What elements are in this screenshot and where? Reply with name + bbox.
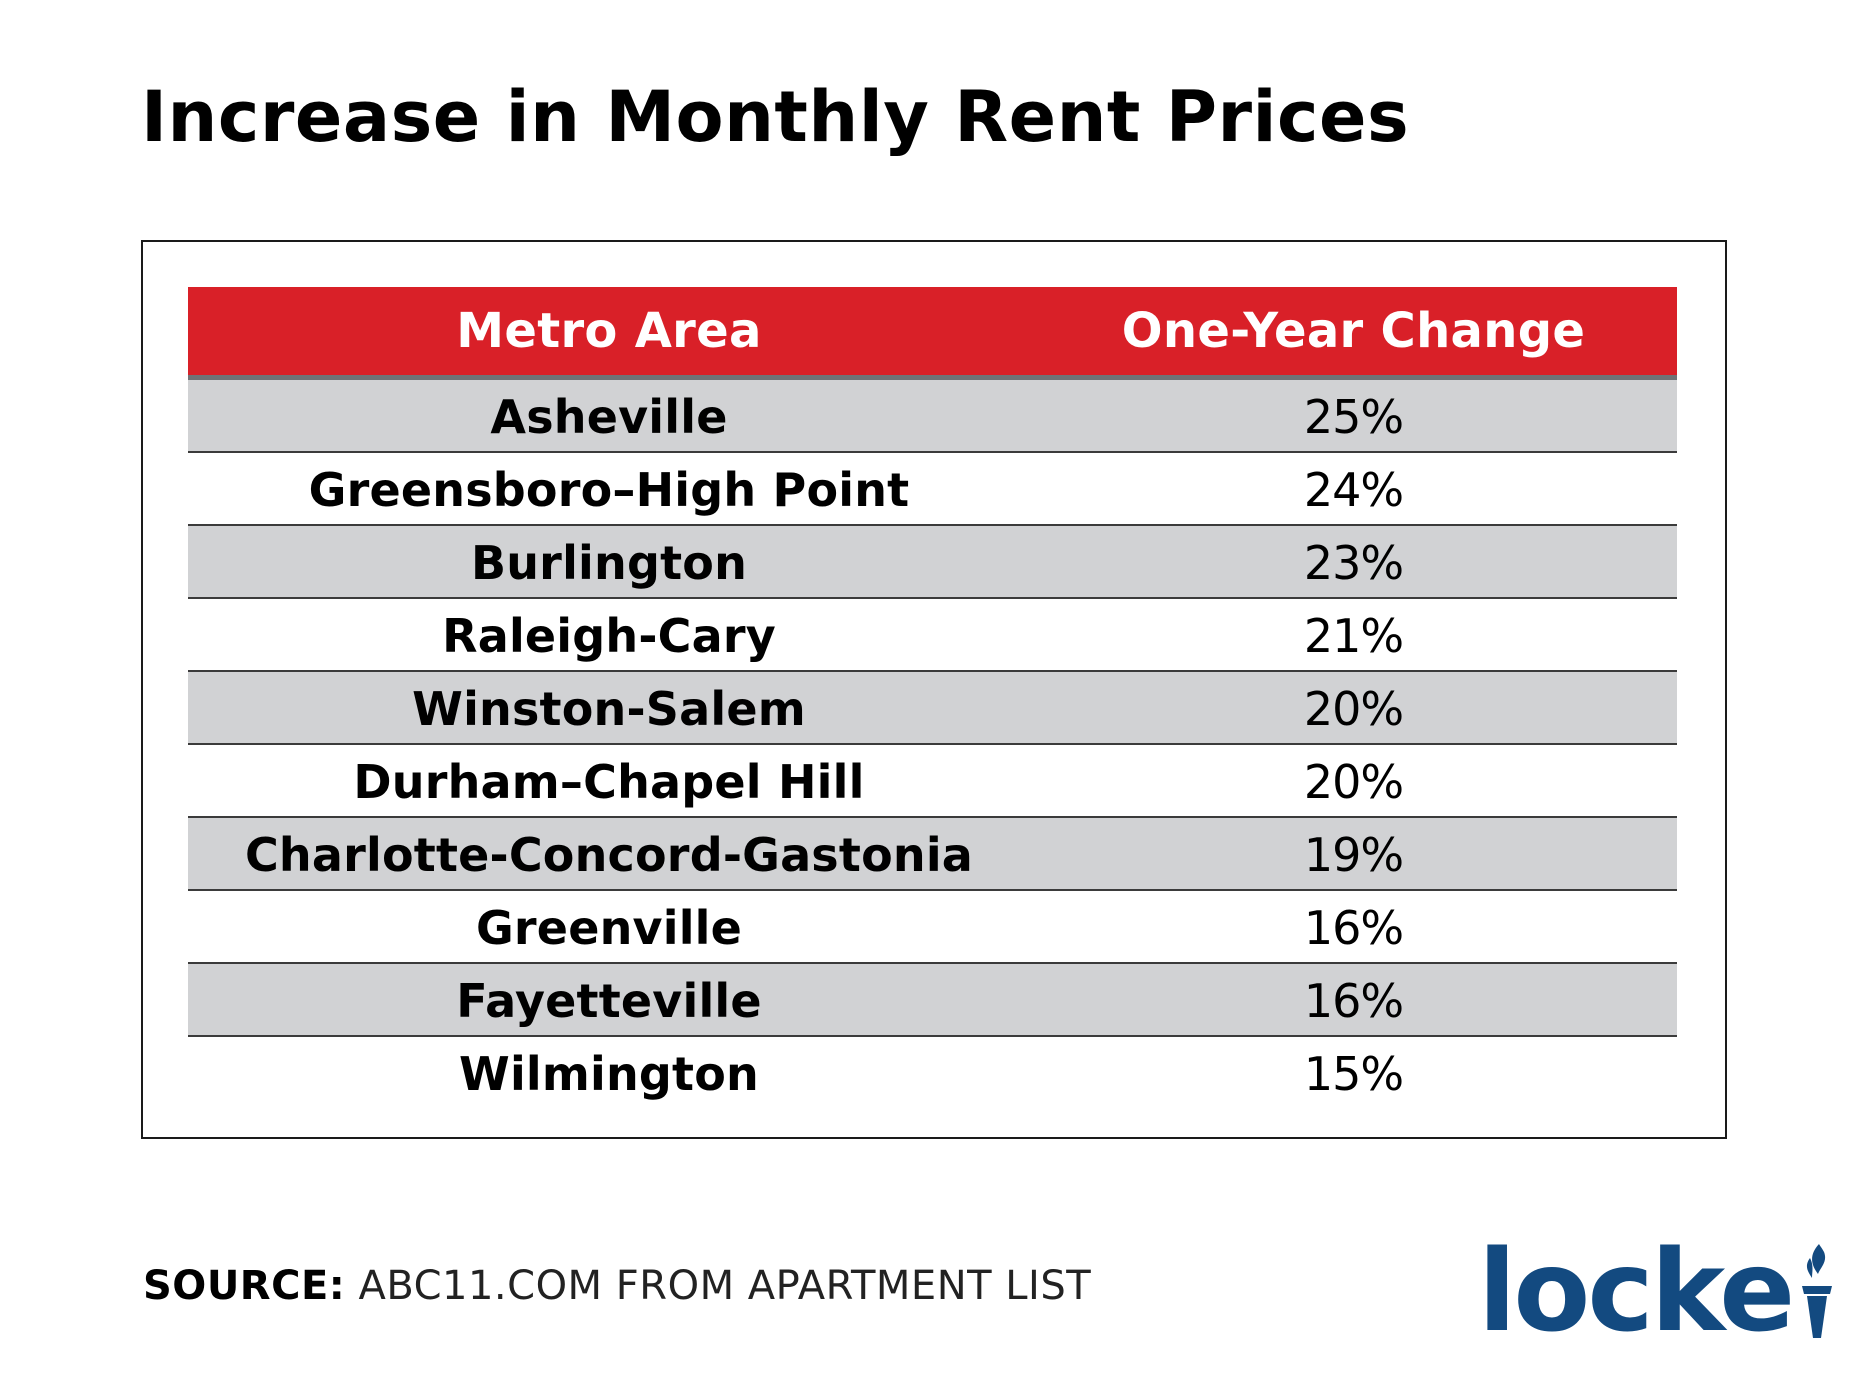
metro-area-cell: Charlotte-Concord-Gastonia bbox=[244, 827, 974, 882]
table-row: Burlington 23% bbox=[188, 526, 1677, 599]
logo-wordmark: locke bbox=[1478, 1227, 1795, 1357]
table-row: Asheville 25% bbox=[188, 380, 1677, 453]
table-row: Charlotte-Concord-Gastonia 19% bbox=[188, 818, 1677, 891]
metro-area-cell: Burlington bbox=[470, 535, 748, 590]
source-text: ABC11.COM FROM APARTMENT LIST bbox=[358, 1263, 1092, 1309]
one-year-change-cell: 23% bbox=[1303, 535, 1404, 590]
table-body: Asheville 25% Greensboro–High Point 24% Burl… bbox=[188, 380, 1677, 1108]
metro-area-cell: Greensboro–High Point bbox=[308, 462, 910, 517]
one-year-change-cell: 20% bbox=[1303, 681, 1404, 736]
one-year-change-cell: 24% bbox=[1303, 462, 1404, 517]
table-row: Durham–Chapel Hill 20% bbox=[188, 745, 1677, 818]
table-row: Winston-Salem 20% bbox=[188, 672, 1677, 745]
one-year-change-cell: 25% bbox=[1303, 389, 1404, 444]
table-row: Greenville 16% bbox=[188, 891, 1677, 964]
one-year-change-cell: 15% bbox=[1303, 1046, 1404, 1101]
source-note: SOURCE: ABC11.COM FROM APARTMENT LIST bbox=[143, 1266, 1091, 1306]
torch-icon bbox=[1802, 1244, 1833, 1338]
table-frame bbox=[141, 240, 1727, 1139]
locke-logo: locke bbox=[1478, 1236, 1834, 1348]
table-header: Metro Area One-Year Change bbox=[188, 287, 1677, 380]
one-year-change-cell: 16% bbox=[1303, 973, 1404, 1028]
column-header-metro: Metro Area bbox=[456, 303, 762, 359]
metro-area-cell: Durham–Chapel Hill bbox=[353, 754, 865, 809]
page-title: Increase in Monthly Rent Prices bbox=[141, 76, 1410, 158]
one-year-change-cell: 21% bbox=[1303, 608, 1404, 663]
metro-area-cell: Wilmington bbox=[459, 1046, 759, 1101]
table-row: Wilmington 15% bbox=[188, 1037, 1677, 1108]
metro-area-cell: Fayetteville bbox=[456, 973, 762, 1028]
metro-area-cell: Greenville bbox=[475, 900, 743, 955]
metro-area-cell: Asheville bbox=[490, 389, 728, 444]
one-year-change-cell: 16% bbox=[1303, 900, 1404, 955]
metro-area-cell: Winston-Salem bbox=[412, 681, 806, 736]
table-row: Fayetteville 16% bbox=[188, 964, 1677, 1037]
source-label: SOURCE: bbox=[143, 1263, 346, 1309]
table-row: Greensboro–High Point 24% bbox=[188, 453, 1677, 526]
one-year-change-cell: 20% bbox=[1303, 754, 1404, 809]
rent-table: Metro Area One-Year Change Asheville 25% G… bbox=[188, 287, 1677, 1108]
one-year-change-cell: 19% bbox=[1303, 827, 1404, 882]
metro-area-cell: Raleigh-Cary bbox=[442, 608, 776, 663]
column-header-change: One-Year Change bbox=[1121, 303, 1586, 359]
table-row: Raleigh-Cary 21% bbox=[188, 599, 1677, 672]
